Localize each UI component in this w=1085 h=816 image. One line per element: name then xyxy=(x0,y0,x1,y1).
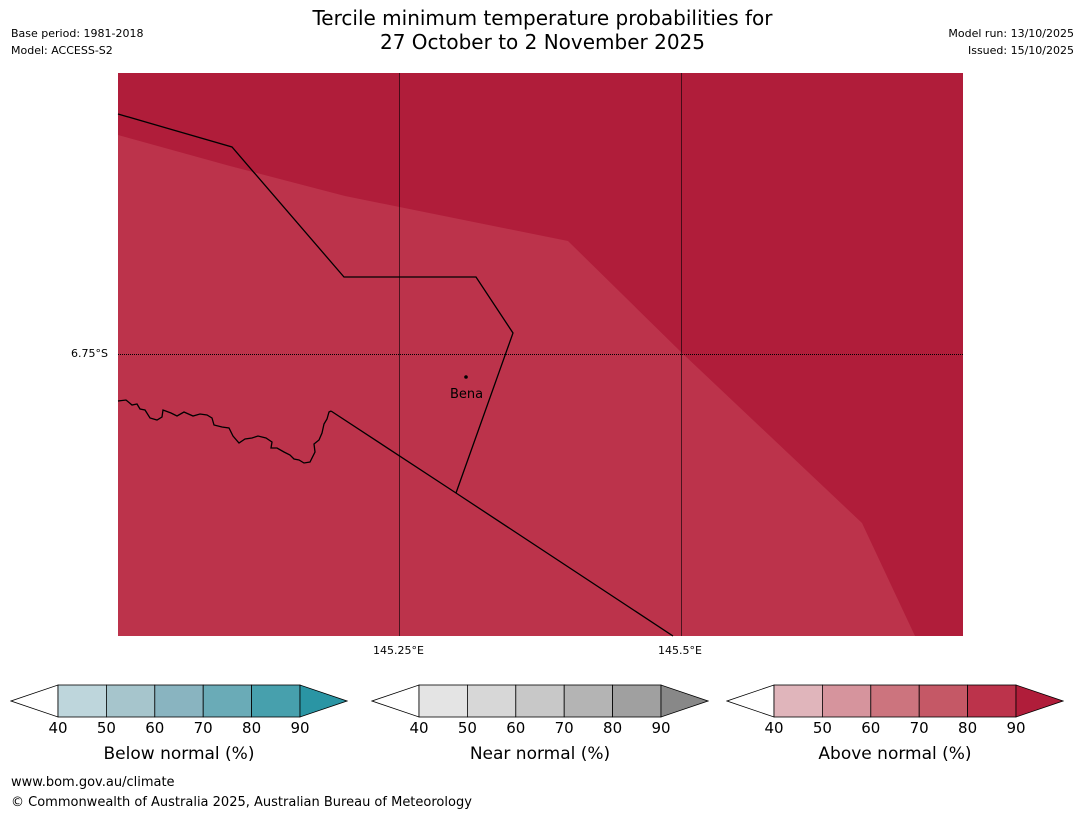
colorbar-segment-80 xyxy=(612,684,662,718)
colorbar-near xyxy=(371,684,709,718)
colorbar-tick-label: 90 xyxy=(1006,719,1026,737)
colorbar-below xyxy=(10,684,348,718)
legend-above-normal: 40 50 60 70 80 90 Above normal (%) xyxy=(726,684,1066,774)
legend-below-normal: 40 50 60 70 80 90 Below normal (%) xyxy=(10,684,350,774)
model-run: Model run: 13/10/2025 xyxy=(948,27,1074,40)
model-name: Model: ACCESS-S2 xyxy=(11,44,113,57)
colorbar-segment-50 xyxy=(822,684,872,718)
colorbar-under-arrow xyxy=(10,684,59,718)
colorbar-over-arrow xyxy=(1015,684,1064,718)
colorbar-label: Above normal (%) xyxy=(818,744,972,764)
colorbar-segment-50 xyxy=(467,684,517,718)
title-line-1: Tercile minimum temperature probabilitie… xyxy=(312,6,773,30)
colorbar-tick-label: 60 xyxy=(861,719,881,737)
province-boundary-north xyxy=(117,113,514,494)
issued-date: Issued: 15/10/2025 xyxy=(967,44,1074,57)
colorbar-segment-40 xyxy=(57,684,107,718)
colorbar-segment-60 xyxy=(154,684,204,718)
footer-copyright: © Commonwealth of Australia 2025, Austra… xyxy=(11,795,472,810)
colorbar-segment-80 xyxy=(967,684,1017,718)
colorbar-segment-60 xyxy=(515,684,565,718)
colorbar-segment-70 xyxy=(918,684,968,718)
colorbar-tick-label: 90 xyxy=(651,719,671,737)
colorbar-under-arrow xyxy=(726,684,775,718)
footer-website: www.bom.gov.au/climate xyxy=(11,775,175,790)
colorbar-tick-label: 50 xyxy=(812,719,832,737)
probability-zone-70-80 xyxy=(118,135,915,636)
colorbar-segment-50 xyxy=(106,684,156,718)
base-period: Base period: 1981-2018 xyxy=(11,27,144,40)
colorbar-over-arrow xyxy=(299,684,348,718)
lat-label: 6.75°S xyxy=(71,347,108,360)
lon-label-1: 145.25°E xyxy=(373,644,424,657)
colorbar-tick-label: 70 xyxy=(193,719,213,737)
colorbar-over-arrow xyxy=(660,684,709,718)
colorbar-tick-label: 60 xyxy=(145,719,165,737)
chart-title: Tercile minimum temperature probabilitie… xyxy=(0,6,1085,54)
lon-label-2: 145.5°E xyxy=(658,644,702,657)
colorbar-segment-40 xyxy=(418,684,468,718)
colorbar-segment-60 xyxy=(870,684,920,718)
colorbar-tick-label: 80 xyxy=(603,719,623,737)
colorbar-tick-label: 80 xyxy=(242,719,262,737)
colorbar-tick-label: 50 xyxy=(96,719,116,737)
town-marker-icon xyxy=(464,375,468,379)
colorbar-tick-label: 40 xyxy=(764,719,784,737)
colorbar-tick-label: 70 xyxy=(554,719,574,737)
colorbar-tick-label: 60 xyxy=(506,719,526,737)
meta-left: Base period: 1981-2018 Model: ACCESS-S2 xyxy=(11,25,143,59)
colorbar-above xyxy=(726,684,1064,718)
colorbar-segment-80 xyxy=(251,684,301,718)
province-boundary-south xyxy=(330,410,674,637)
colorbar-tick-label: 40 xyxy=(409,719,429,737)
colorbar-tick-label: 70 xyxy=(909,719,929,737)
colorbar-segment-70 xyxy=(563,684,613,718)
colorbar-segment-70 xyxy=(202,684,252,718)
colorbar-segment-40 xyxy=(773,684,823,718)
title-line-2: 27 October to 2 November 2025 xyxy=(379,30,706,54)
colorbar-tick-label: 50 xyxy=(457,719,477,737)
colorbar-tick-label: 80 xyxy=(958,719,978,737)
meta-right: Model run: 13/10/2025 Issued: 15/10/2025 xyxy=(948,25,1074,59)
colorbar-label: Near normal (%) xyxy=(469,744,611,764)
map xyxy=(117,73,963,637)
river-boundary xyxy=(117,399,332,464)
legend-near-normal: 40 50 60 70 80 90 Near normal (%) xyxy=(371,684,711,774)
colorbar-tick-label: 90 xyxy=(290,719,310,737)
colorbar-label: Below normal (%) xyxy=(103,744,255,764)
colorbar-tick-label: 40 xyxy=(48,719,68,737)
colorbar-under-arrow xyxy=(371,684,420,718)
town-label: Bena xyxy=(450,387,484,402)
